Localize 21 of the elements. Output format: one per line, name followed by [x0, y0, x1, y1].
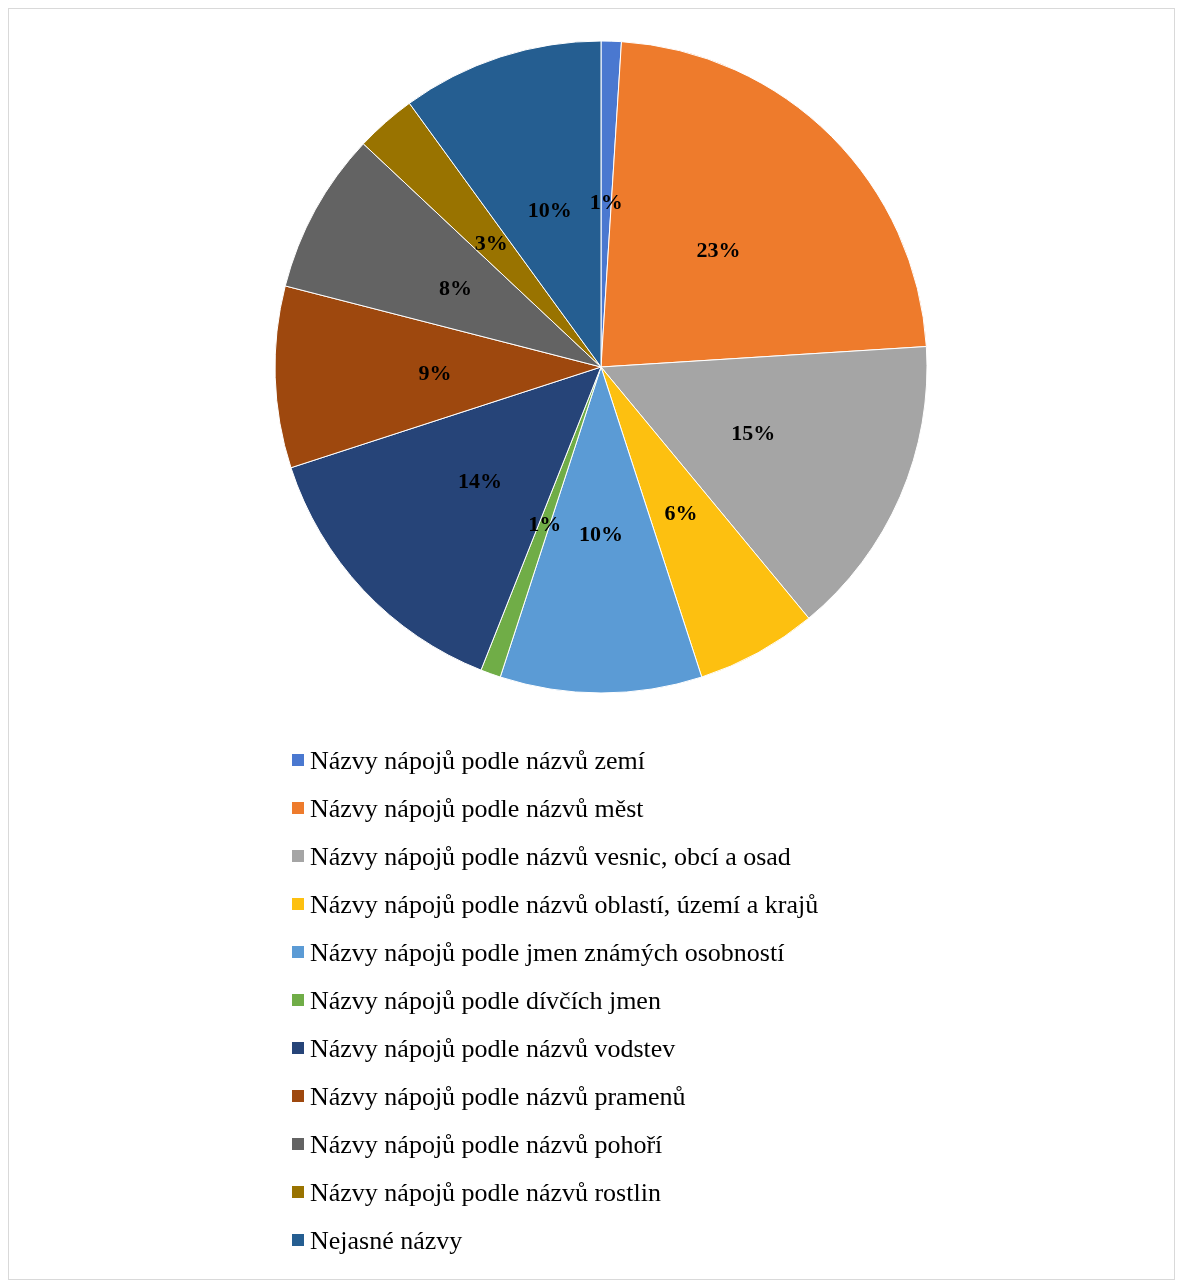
- legend-label: Názvy nápojů podle dívčích jmen: [310, 985, 661, 1015]
- legend-label: Názvy nápojů podle názvů pohoří: [310, 1129, 663, 1159]
- legend-label: Nejasné názvy: [310, 1225, 463, 1255]
- data-label: 3%: [474, 229, 508, 255]
- data-label: 1%: [528, 510, 562, 536]
- data-label: 23%: [696, 237, 741, 263]
- legend-label: Názvy nápojů podle názvů rostlin: [310, 1177, 661, 1207]
- data-label: 8%: [439, 274, 473, 300]
- data-label: 10%: [527, 196, 572, 222]
- legend-label: Názvy nápojů podle jmen známých osobností: [310, 937, 785, 967]
- legend-label: Názvy nápojů podle názvů vodstev: [310, 1033, 676, 1063]
- data-label: 10%: [579, 520, 623, 546]
- legend-label: Názvy nápojů podle názvů pramenů: [310, 1081, 686, 1111]
- data-label: 6%: [664, 499, 698, 525]
- legend-label: Názvy nápojů podle názvů oblastí, území a krajů: [310, 889, 819, 919]
- legend-label: Názvy nápojů podle názvů vesnic, obcí a osad: [310, 841, 791, 871]
- legend-label: Názvy nápojů podle názvů měst: [310, 793, 645, 823]
- data-label: 14%: [457, 468, 502, 494]
- data-label: 9%: [418, 359, 452, 385]
- data-label: 15%: [731, 420, 776, 446]
- legend-label: Názvy nápojů podle názvů zemí: [310, 745, 645, 775]
